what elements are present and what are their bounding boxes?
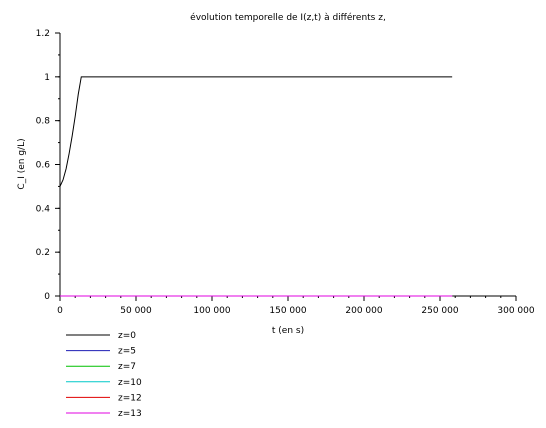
y-tick-label: 0 [44,292,50,302]
legend-label: z=0 [118,331,136,341]
legend-label: z=10 [118,378,142,388]
y-tick-label: 0.2 [36,248,50,258]
y-tick-label: 0.4 [36,204,51,214]
plot-area: 0 50 000 100 000 150 000 200 000 250 000 300 0… [36,29,535,316]
legend-label: z=5 [118,347,136,357]
legend-label: z=7 [118,362,136,372]
y-tick-label: 1.2 [36,29,50,39]
y-tick-label: 0.8 [36,117,51,127]
x-tick-label: 250 000 [421,306,458,316]
x-tick-label: 0 [57,306,63,316]
x-tick-label: 200 000 [345,306,382,316]
series-line-z-0 [59,76,453,187]
legend-label: z=13 [118,409,142,419]
x-tick-label: 150 000 [269,306,306,316]
x-tick-label: 300 000 [497,306,534,316]
chart-title: évolution temporelle de I(z,t) à différe… [190,12,386,23]
y-tick-label: 0.6 [36,161,51,171]
y-tick-label: 1 [44,73,50,83]
x-tick-label: 100 000 [193,306,230,316]
legend-label: z=12 [118,393,142,403]
legend: z=0 z=5 z=7 z=10 z=12 z=13 [66,331,142,419]
x-tick-label: 50 000 [120,306,152,316]
x-axis-label: t (en s) [272,326,304,336]
y-axis-label: C_I (en g/L) [17,138,27,189]
